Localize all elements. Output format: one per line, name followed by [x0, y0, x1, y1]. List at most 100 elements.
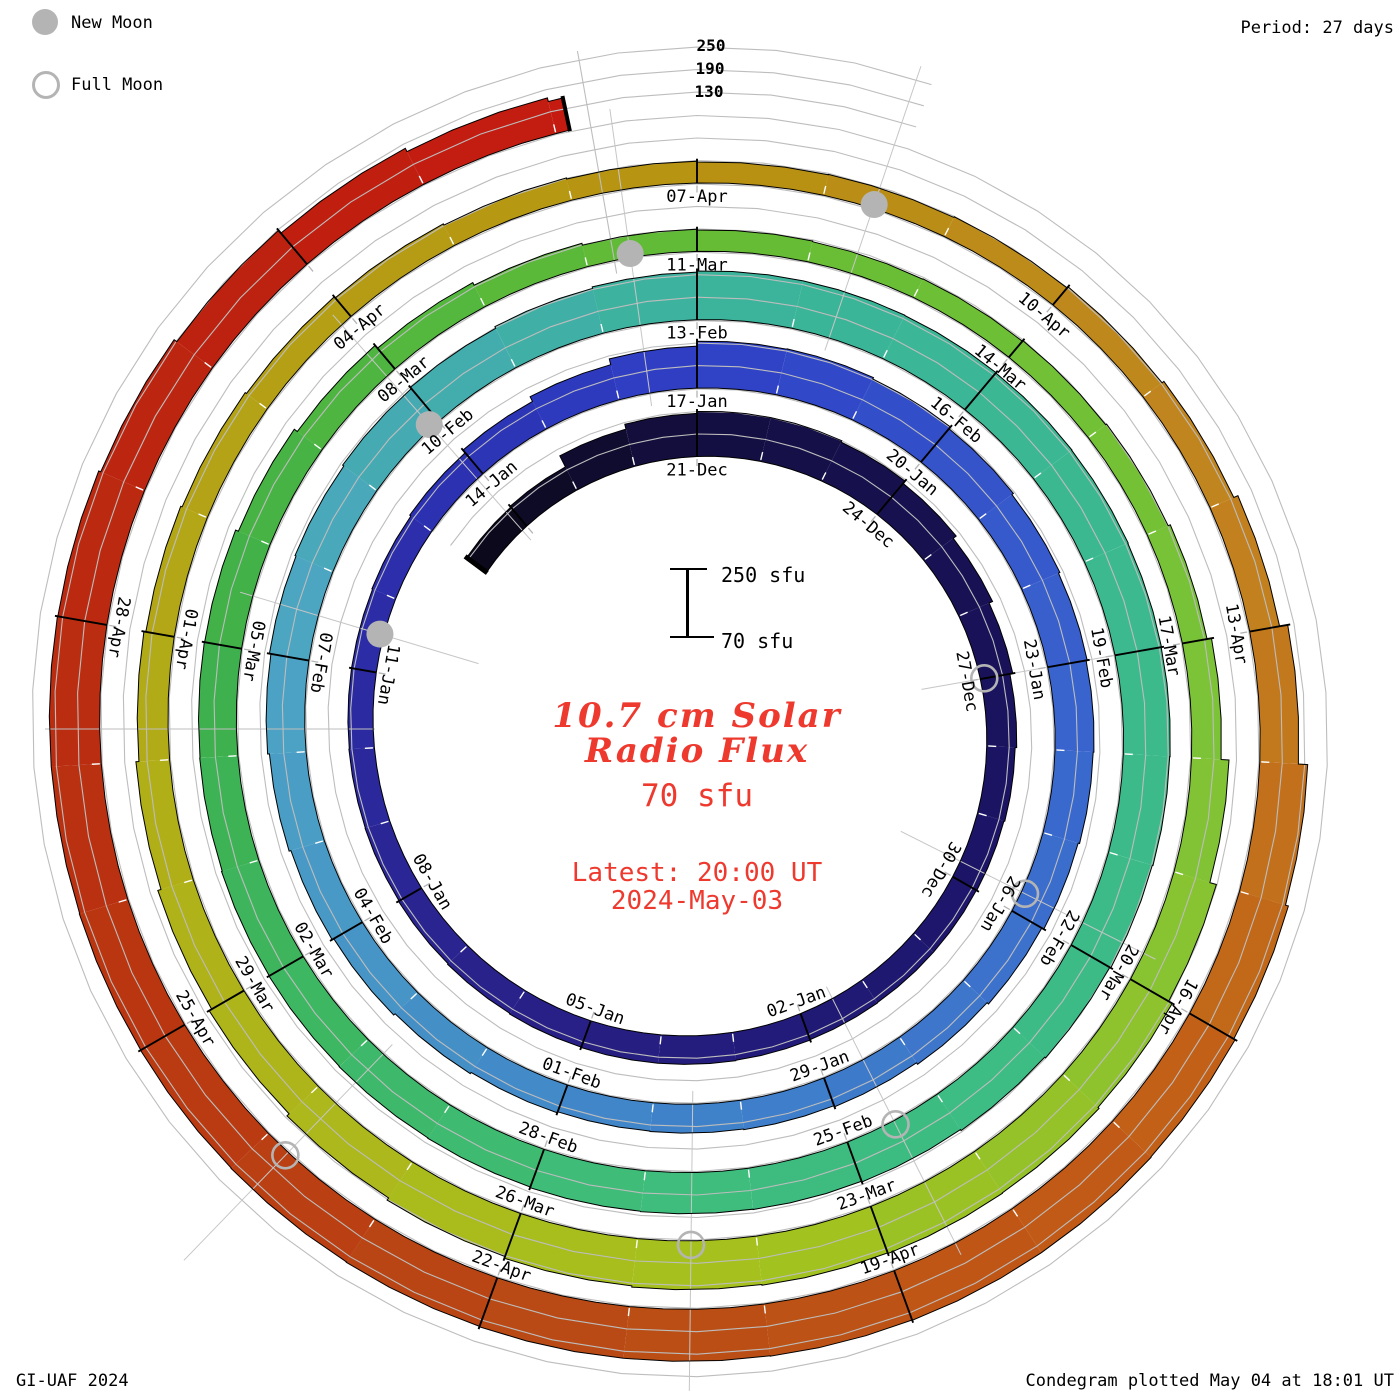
three-day-tick — [1114, 645, 1165, 657]
flux-bar — [609, 346, 697, 400]
flux-bar — [944, 216, 1068, 305]
flux-bar — [371, 516, 432, 599]
flux-bar — [847, 1094, 961, 1182]
flux-bar — [266, 653, 309, 754]
flux-bar — [1182, 638, 1222, 760]
new-moon-marker — [860, 191, 888, 219]
flux-bar — [1189, 891, 1289, 1039]
flux-bar — [286, 1086, 413, 1198]
daily-tick — [310, 1086, 318, 1094]
flux-bar — [974, 1074, 1100, 1193]
daily-tick — [135, 486, 144, 491]
three-day-tick — [206, 989, 245, 1013]
three-day-inner-tick — [591, 1011, 595, 1019]
flux-bar — [977, 745, 1016, 822]
daily-tick — [616, 390, 620, 399]
daily-tick — [978, 812, 987, 817]
flux-bar — [427, 1104, 544, 1187]
flux-bar — [474, 243, 588, 307]
daily-tick — [979, 513, 987, 520]
three-day-inner-tick — [352, 318, 358, 325]
daily-tick — [775, 385, 780, 394]
three-day-inner-tick — [311, 660, 319, 663]
flux-bar — [566, 161, 697, 201]
daily-tick — [959, 611, 968, 617]
date-label: 21-Dec — [666, 460, 727, 480]
flux-bar — [963, 910, 1042, 1004]
three-day-tick — [348, 666, 377, 674]
daily-tick — [423, 525, 431, 532]
three-day-inner-tick — [870, 515, 876, 523]
daily-tick — [519, 991, 525, 999]
daily-tick — [899, 1037, 906, 1046]
flux-bar — [581, 1020, 662, 1064]
three-day-inner-tick — [820, 1068, 824, 1076]
three-day-tick — [1249, 623, 1291, 633]
flux-bar — [377, 282, 485, 369]
daily-tick — [1013, 1027, 1021, 1035]
three-day-inner-tick — [364, 916, 371, 922]
daily-tick — [553, 124, 557, 133]
flux-bar — [365, 821, 422, 901]
daily-tick — [368, 484, 377, 491]
daily-tick — [963, 980, 971, 988]
flux-bar — [824, 1037, 917, 1107]
flux-bar — [1071, 852, 1153, 968]
flux-bar — [346, 1219, 498, 1327]
three-day-tick — [329, 921, 363, 942]
full-moon-marker — [1010, 879, 1040, 909]
three-day-tick — [1182, 636, 1215, 645]
three-day-tick — [579, 1020, 592, 1051]
daily-tick — [541, 420, 547, 428]
flux-bar — [623, 1304, 771, 1362]
flux-bar — [182, 392, 268, 518]
flux-bar — [335, 223, 455, 317]
daily-tick — [823, 185, 827, 194]
three-day-tick — [266, 652, 310, 662]
flux-bar — [1052, 286, 1163, 397]
flux-bar — [447, 945, 525, 1014]
daily-tick — [937, 1095, 944, 1103]
three-day-inner-tick — [520, 1204, 525, 1212]
flux-bar — [140, 1024, 269, 1169]
three-day-inner-tick — [866, 1197, 871, 1205]
daily-tick — [975, 1152, 981, 1160]
daily-tick — [1113, 1121, 1120, 1129]
period-label: Period: 27 days — [1240, 18, 1394, 38]
three-day-tick — [1008, 338, 1026, 358]
flux-bar — [466, 507, 527, 573]
moon-event-line — [900, 830, 1156, 960]
daily-tick — [118, 899, 127, 903]
three-day-inner-tick — [914, 463, 920, 470]
three-day-inner-tick — [308, 265, 314, 272]
flux-bar — [333, 922, 418, 1016]
daily-tick — [627, 1307, 631, 1317]
three-day-inner-tick — [245, 985, 253, 990]
three-day-inner-tick — [944, 871, 951, 876]
full-moon-label: Full Moon — [71, 75, 164, 95]
flux-bar — [1147, 524, 1208, 644]
three-day-tick — [893, 1270, 914, 1324]
daily-tick — [1034, 472, 1042, 479]
three-day-tick — [276, 227, 308, 265]
three-day-inner-tick — [843, 1132, 848, 1141]
three-day-tick — [799, 1013, 812, 1043]
flux-bar — [870, 1151, 1003, 1254]
daily-tick — [731, 1033, 735, 1042]
three-day-tick — [460, 447, 484, 475]
three-day-inner-tick — [1038, 666, 1046, 670]
latest-date-line: 2024-May-03 — [610, 886, 784, 916]
daily-tick — [1143, 390, 1152, 397]
flux-bar — [894, 1208, 1042, 1321]
three-day-tick — [141, 630, 175, 638]
daily-tick — [313, 443, 322, 450]
three-day-inner-tick — [304, 951, 312, 956]
three-day-inner-tick — [483, 475, 490, 482]
three-day-tick — [1052, 284, 1071, 306]
flux-bar — [231, 1133, 375, 1262]
daily-tick — [1240, 891, 1249, 895]
grid-value-250: 250 — [696, 36, 726, 55]
full-moon-marker — [271, 1140, 300, 1170]
daily-tick — [368, 1219, 375, 1228]
